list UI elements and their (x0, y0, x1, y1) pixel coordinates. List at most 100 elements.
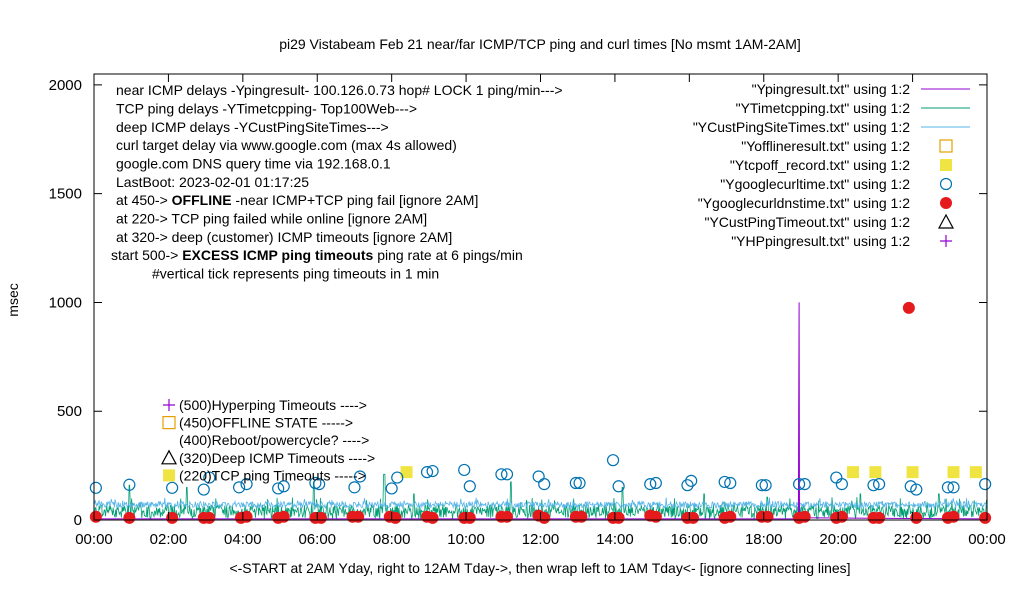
legend-label-0: "Ypingresult.txt" using 1:2 (752, 81, 911, 97)
axis-ticks: 0 500 1000 1500 2000 00:00 02:00 04:00 06:00 08:0… (49, 74, 1006, 548)
x-tick-label-8: 16:00 (671, 531, 709, 548)
series-5-point-28 (649, 476, 662, 490)
status-line-2: at 320-> deep (customer) ICMP timeouts [… (116, 229, 452, 245)
series-5-point-36 (798, 478, 811, 491)
x-tick-label-1: 02:00 (150, 531, 188, 548)
series-6-point-28 (649, 510, 662, 523)
legend-label-8: "YHPpingresult.txt" using 1:2 (731, 233, 910, 249)
series-5-point-26 (612, 480, 625, 493)
status-line-1-prefix: at 220-> TCP ping failed while online [i… (116, 210, 427, 226)
info-line-2: deep ICMP delays -YCustPingSiteTimes---> (116, 119, 389, 135)
series-5-point-42 (910, 483, 923, 496)
series-5-point-7 (272, 482, 285, 495)
series-5-point-32 (724, 476, 737, 490)
status-line-3-bold: EXCESS ICMP ping timeouts (182, 247, 373, 263)
x-tick-label-9: 18:00 (745, 531, 783, 548)
series-5-point-10 (313, 478, 326, 491)
series-6-point-4 (203, 511, 216, 524)
series-5-point-8 (277, 480, 290, 493)
series-5-point-3 (197, 483, 210, 496)
series-6-point-2 (166, 511, 179, 524)
level-label-0: (500)Hyperping Timeouts ----> (179, 397, 367, 413)
legend: "Ypingresult.txt" using 1:2 "YTimetcpping… (693, 81, 970, 249)
series-6-point-16 (426, 511, 439, 524)
series-5-point-38 (835, 478, 848, 491)
y-axis-label: msec (5, 283, 21, 316)
info-line-5: LastBoot: 2023-02-01 01:17:25 (116, 174, 309, 190)
status-line-3-prefix: start 500-> (111, 247, 182, 263)
series-5-point-15 (420, 466, 434, 479)
legend-sample-8 (940, 235, 952, 247)
series-5-point-34 (759, 479, 772, 492)
series-5-point-25 (606, 454, 620, 467)
series-5-point-4 (203, 471, 216, 484)
y-tick-label-3: 1500 (49, 186, 82, 203)
series-6-point-40 (873, 511, 886, 524)
legend-label-5: "Ygooglecurltime.txt" using 1:2 (720, 176, 910, 192)
legend-sample-5 (939, 177, 953, 191)
level-label-2: (400)Reboot/powercycle? ----> (179, 432, 369, 448)
x-tick-label-3: 06:00 (298, 531, 336, 548)
series-5-point-27 (644, 478, 657, 491)
legend-label-3: "Yofflineresult.txt" using 1:2 (741, 138, 910, 154)
series-6-point-30 (687, 511, 700, 524)
series-5-point-13 (385, 482, 398, 495)
x-tick-label-2: 04:00 (224, 531, 262, 548)
legend-sample-4 (940, 159, 952, 171)
series-4-point-5 (969, 466, 982, 479)
level-label-4: (220)TCP ping Timeouts -----> (179, 467, 366, 483)
status-line-0-prefix: at 450-> (116, 192, 172, 208)
level-label-3: (320)Deep ICMP Timeouts ----> (179, 450, 375, 466)
series-5-point-18 (463, 480, 476, 493)
series-5-point-43 (941, 481, 955, 494)
series-6-point-12 (352, 510, 365, 523)
series-4-point-1 (847, 466, 860, 479)
series-6-point-41 (902, 301, 915, 314)
legend-label-6: "Ygooglecurldnstime.txt" using 1:2 (698, 195, 910, 211)
series-5-point-23 (569, 476, 582, 490)
y-tick-label-0: 0 (74, 512, 82, 529)
x-tick-label-4: 08:00 (373, 531, 411, 548)
series-6-point-22 (538, 511, 551, 524)
series-6-point-14 (389, 511, 402, 524)
series-5-point-11 (348, 481, 361, 494)
status-line-0-suffix: -near ICMP+TCP ping fail [ignore 2AM] (232, 192, 479, 208)
series-5-point-39 (867, 479, 880, 492)
y-tick-label-4: 2000 (49, 77, 82, 94)
series-5-point-12 (353, 470, 367, 483)
series-6-point-32 (724, 510, 737, 523)
info-line-4: google.com DNS query time via 192.168.0.… (116, 156, 391, 172)
status-line-1: at 220-> TCP ping failed while online [i… (116, 210, 427, 226)
x-tick-label-12: 00:00 (968, 531, 1006, 548)
series-5-point-33 (755, 479, 768, 492)
series-6-point-20 (501, 510, 514, 523)
series-5-point-19 (495, 468, 508, 481)
series-5-point-2 (166, 481, 179, 494)
info-line-1: TCP ping delays -YTimetcpping- Top100Web… (116, 100, 417, 116)
y-tick-label-1: 500 (57, 403, 82, 420)
status-line-0: at 450-> OFFLINE -near ICMP+TCP ping fai… (116, 192, 478, 208)
series-4-point-3 (906, 466, 919, 479)
x-tick-label-10: 20:00 (819, 531, 857, 548)
x-tick-label-11: 22:00 (894, 531, 932, 548)
level-marker-1 (162, 416, 176, 430)
info-text-block: near ICMP delays -Ypingresult- 100.126.0… (116, 82, 563, 190)
status-line-3-suffix: ping rate at 6 pings/min (373, 247, 522, 263)
chart-title: pi29 Vistabeam Feb 21 near/far ICMP/TCP … (279, 36, 801, 52)
status-line-4: #vertical tick represents ping timeouts … (152, 266, 439, 282)
level-marker-4 (163, 469, 175, 482)
series-5-point-31 (718, 475, 731, 489)
series-6-point-1 (123, 511, 136, 524)
series-6-point-26 (612, 511, 625, 524)
series-6-point-18 (463, 511, 476, 524)
series-5-point-1 (123, 478, 136, 491)
info-line-3: curl target delay via www.google.com (ma… (116, 137, 457, 153)
series-4-point-2 (869, 466, 882, 479)
x-tick-label-7: 14:00 (596, 531, 634, 548)
legend-sample-6 (940, 197, 952, 209)
status-line-4-prefix: #vertical tick represents ping timeouts … (152, 266, 439, 282)
level-labels: (500)Hyperping Timeouts ----> (450)OFFLIN… (160, 397, 375, 483)
series-5-point-20 (500, 468, 514, 481)
series-5-point-35 (792, 478, 806, 491)
x-tick-label-6: 12:00 (522, 531, 560, 548)
